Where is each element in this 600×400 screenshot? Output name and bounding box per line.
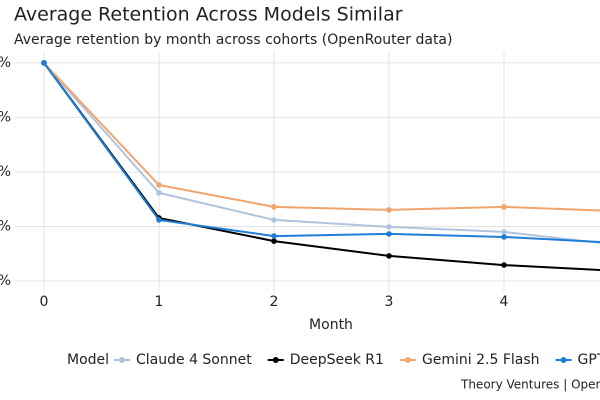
series-line: [43, 62, 600, 244]
data-point: [271, 238, 277, 244]
legend-item: GPT 4o Mini: [555, 352, 600, 368]
legend-label: GPT 4o Mini: [578, 352, 600, 368]
y-tick-label: 50%: [0, 164, 11, 180]
data-point: [156, 217, 162, 223]
legend-swatch: [272, 357, 279, 363]
caption: Theory Ventures | OpenRouter: [460, 378, 600, 392]
data-point: [386, 224, 392, 230]
legend-label: Claude 4 Sonnet: [136, 352, 252, 368]
data-point: [501, 234, 507, 240]
legend-swatch: [404, 357, 411, 363]
series-line: [43, 62, 600, 271]
y-tick-label: 25%: [0, 218, 11, 234]
series-line: [43, 62, 600, 212]
legend-label: DeepSeek R1: [290, 352, 384, 368]
legend-label: Gemini 2.5 Flash: [422, 352, 540, 368]
y-tick-label: 100%: [0, 55, 11, 71]
x-tick-label: 3: [385, 294, 394, 310]
legend-title: Model: [67, 352, 109, 368]
data-point: [271, 204, 277, 210]
chart-subtitle: Average retention by month across cohort…: [14, 32, 452, 48]
legend-swatch: [560, 357, 567, 363]
x-tick-label: 1: [155, 294, 164, 310]
data-point: [41, 60, 47, 66]
data-point: [501, 229, 507, 235]
legend-item: Gemini 2.5 Flash: [399, 352, 540, 368]
data-point: [271, 217, 277, 223]
legend-item: DeepSeek R1: [267, 352, 384, 368]
y-tick-label: 75%: [0, 109, 11, 125]
data-point: [501, 204, 507, 210]
x-tick-label: 2: [270, 294, 279, 310]
x-tick-label: 4: [500, 294, 509, 310]
legend-swatch: [119, 357, 125, 363]
y-tick-label: 0%: [0, 273, 11, 289]
x-axis-title: Month: [309, 317, 353, 333]
data-point: [386, 207, 392, 213]
series-line: [43, 62, 600, 244]
data-point: [156, 190, 162, 196]
x-tick-label: 0: [40, 294, 49, 310]
data-point: [271, 233, 277, 239]
data-point: [386, 231, 392, 237]
legend-item: Claude 4 Sonnet: [114, 352, 252, 368]
chart-title: Average Retention Across Models Similar: [14, 4, 403, 26]
data-point: [386, 253, 392, 259]
data-point: [156, 182, 162, 188]
data-point: [501, 262, 507, 268]
